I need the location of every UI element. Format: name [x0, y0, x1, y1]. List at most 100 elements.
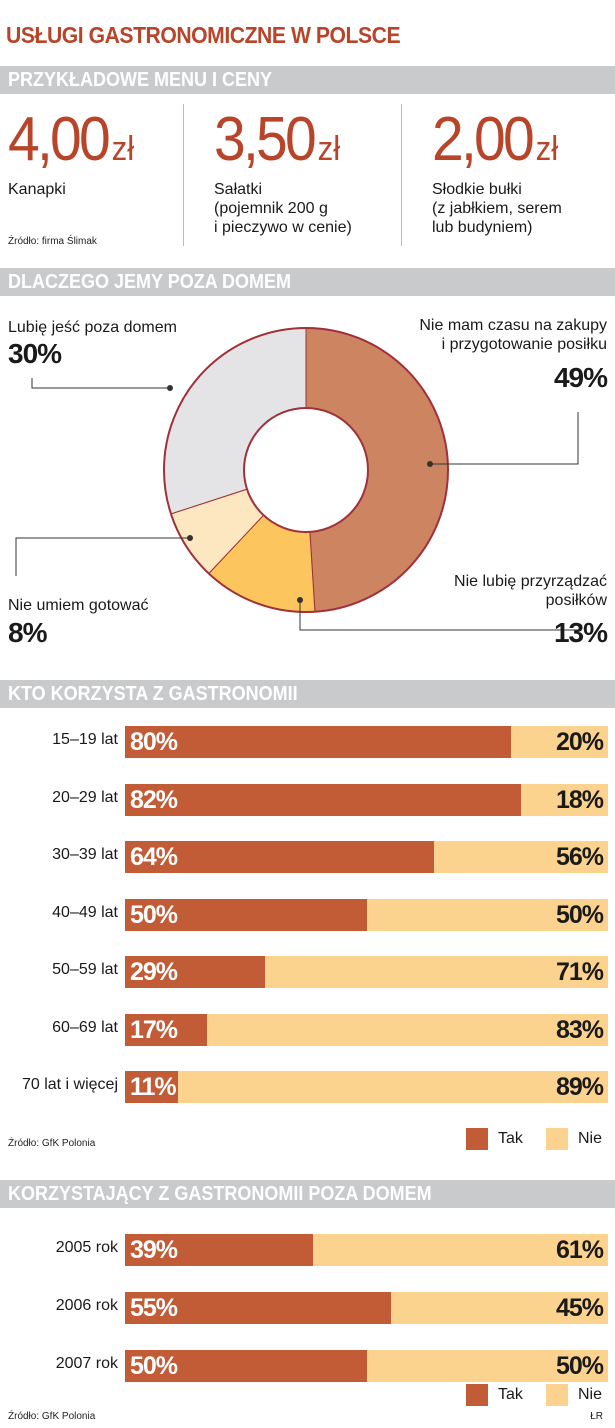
donut-pct-nie-umiem: 8%: [8, 617, 47, 648]
bar-value-nie: 56%: [555, 843, 604, 871]
bar-category-label: 2006 rok: [55, 1297, 118, 1314]
donut-label-nie-umiem: Nie umiem gotować: [8, 597, 149, 614]
section-header-text: PRZYKŁADOWE MENU I CENY: [8, 69, 273, 91]
bar-tak: [125, 1350, 367, 1382]
donut-pct-lubie: 30%: [8, 338, 62, 369]
donut-outer-ring: [163, 327, 449, 613]
bar-value-nie: 20%: [555, 728, 604, 756]
bar-category-label: 15–19 lat: [52, 731, 118, 748]
legend-swatch-nie: [546, 1128, 568, 1150]
section-header-text: DLACZEGO JEMY POZA DOMEM: [8, 271, 292, 293]
bar-value-nie: 50%: [555, 900, 604, 929]
donut-label-nie-mam-czasu: Nie mam czasu na zakupy i przygotowanie …: [419, 317, 607, 353]
source-gfk: Źródło: GfK Polonia: [8, 1411, 96, 1422]
legend-swatch-tak: [466, 1128, 488, 1150]
legend-label-nie: Nie: [578, 1130, 603, 1147]
bar-nie: 55% 45%: [125, 1292, 608, 1324]
donut-pct-nie-mam-czasu: 49%: [553, 362, 608, 393]
price-kanapki: 4,00 zł: [8, 104, 134, 175]
bar-tak: [125, 783, 522, 816]
legend-label-tak: Tak: [498, 1130, 523, 1147]
bar-category-label: 40–49 lat: [52, 903, 118, 921]
label-salatki: Sałatki (pojemnik 200 g i pieczywo w cen…: [214, 181, 352, 236]
bar-nie: 50% 50%: [125, 898, 608, 931]
bar-tak: [125, 956, 266, 988]
bar-value-nie: 50%: [555, 1352, 604, 1380]
bar-nie: 50% 50%: [125, 1350, 608, 1382]
leader-nie-mam-czasu: [430, 412, 579, 465]
bar-tak: [125, 1013, 208, 1046]
divider: [183, 104, 184, 246]
price-value: 3,50: [214, 105, 317, 174]
bar-nie: 11% 89%: [125, 1071, 608, 1103]
bar-value-nie: 18%: [555, 785, 604, 814]
leader-lubie-dot: [167, 385, 173, 391]
legend-label-tak: Tak: [498, 1386, 523, 1403]
bar-value-tak: 11%: [130, 1073, 177, 1101]
bar-value-tak: 17%: [130, 1015, 178, 1044]
page-title: USŁUGI GASTRONOMICZNE W POLSCE: [6, 22, 401, 48]
section-header-menu: PRZYKŁADOWE MENU I CENY: [0, 66, 615, 94]
price-unit: zł: [317, 130, 341, 168]
bar-category-label: 60–69 lat: [52, 1018, 118, 1036]
legend-swatch-nie: [546, 1384, 568, 1406]
bar-value-tak: 80%: [130, 728, 178, 756]
legend-label-nie: Nie: [578, 1386, 603, 1403]
section-header-text: KTO KORZYSTA Z GASTRONOMII: [8, 683, 298, 705]
leader-nie-umiem-dot: [187, 535, 193, 541]
bar-value-tak: 29%: [130, 958, 178, 986]
bar-nie: 82% 18%: [125, 783, 608, 816]
section-header-text: KORZYSTAJĄCY Z GASTRONOMII POZA DOMEM: [8, 1183, 432, 1205]
bar-tak: [125, 1292, 391, 1324]
bar-category-label: 50–59 lat: [52, 961, 118, 978]
bar-category-label: 70 lat i więcej: [21, 1076, 118, 1093]
price-unit: zł: [535, 130, 559, 168]
legend-swatch-tak: [466, 1384, 488, 1406]
price-value: 2,00: [432, 105, 535, 174]
bar-value-tak: 55%: [130, 1294, 178, 1322]
bar-value-tak: 82%: [130, 785, 178, 814]
divider: [401, 104, 402, 246]
bar-nie: 39% 61%: [125, 1234, 608, 1266]
bar-value-nie: 45%: [555, 1294, 604, 1322]
bar-nie: 29% 71%: [125, 956, 608, 988]
price-bulki: 2,00 zł: [432, 104, 558, 175]
bar-category-label: 20–29 lat: [52, 788, 118, 806]
bar-value-nie: 83%: [555, 1015, 604, 1044]
bar-tak: [125, 1234, 314, 1266]
leader-lubie: [31, 378, 170, 389]
section-header-dlaczego: DLACZEGO JEMY POZA DOMEM: [0, 268, 615, 296]
label-bulki: Słodkie bułki (z jabłkiem, serem lub bud…: [432, 181, 562, 236]
donut-chart: [15, 327, 579, 631]
bar-category-label: 2005 rok: [55, 1239, 118, 1256]
label-kanapki: Kanapki: [8, 181, 66, 198]
leader-nie-umiem: [15, 537, 190, 576]
bar-value-nie: 89%: [555, 1073, 604, 1101]
bar-value-tak: 50%: [130, 900, 178, 929]
bar-value-tak: 64%: [130, 843, 178, 871]
leader-nie-mam-czasu-dot: [427, 461, 433, 467]
donut-label-lubie: Lubię jeść poza domem: [8, 319, 177, 336]
bar-tak: [125, 898, 367, 931]
section-header-kto: KTO KORZYSTA Z GASTRONOMII: [0, 680, 615, 708]
bar-value-nie: 61%: [555, 1236, 604, 1264]
price-value: 4,00: [8, 105, 111, 174]
price-salatki: 3,50 zł: [214, 104, 340, 175]
source-slimak: Źródło: firma Ślimak: [8, 236, 97, 247]
bar-category-label: 2007 rok: [55, 1355, 118, 1372]
source-gfk: Źródło: GfK Polonia: [8, 1138, 96, 1149]
bar-category-label: 30–39 lat: [52, 846, 118, 863]
bar-value-nie: 71%: [555, 958, 604, 986]
bar-tak: [125, 1071, 179, 1103]
section-header-korzystajacy: KORZYSTAJĄCY Z GASTRONOMII POZA DOMEM: [0, 1180, 615, 1208]
bar-value-tak: 50%: [130, 1352, 178, 1380]
donut-hole: [243, 407, 369, 533]
donut-label-nie-lubie: Nie lubię przyrządzać posiłków: [454, 573, 607, 609]
bar-nie: 64% 56%: [125, 841, 608, 873]
bar-tak: [125, 726, 512, 758]
bar-nie: 17% 83%: [125, 1013, 608, 1046]
bar-nie: 80% 20%: [125, 726, 608, 758]
bar-tak: [125, 841, 435, 873]
donut-pct-nie-lubie: 13%: [553, 617, 608, 648]
author-credit: ŁR: [590, 1411, 603, 1422]
